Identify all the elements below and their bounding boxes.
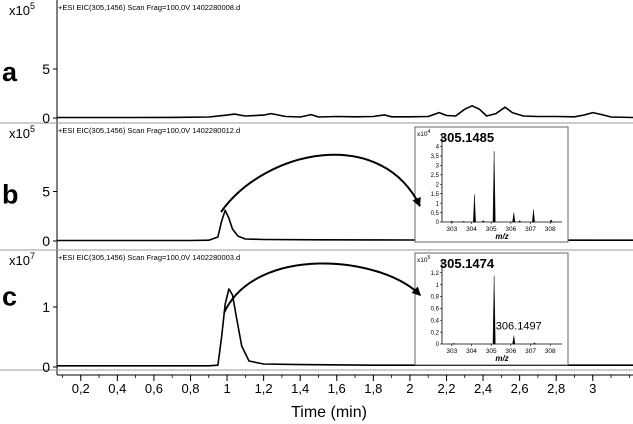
spectrum-peak xyxy=(518,220,522,223)
pointer-arrow xyxy=(223,262,421,314)
y-tick-label: 5 xyxy=(42,61,50,77)
x-tick-label: 2,6 xyxy=(511,381,529,396)
inset-y-tick-label: 3,5 xyxy=(431,154,440,160)
y-tick-label: 1 xyxy=(42,299,50,315)
spectrum-peak xyxy=(549,219,553,223)
inset-y-tick-label: 0,8 xyxy=(431,295,440,301)
eic-trace xyxy=(57,105,633,119)
inset-x-tick-label: 303 xyxy=(446,226,457,233)
inset-x-tick-label: 308 xyxy=(545,348,556,355)
inset-y-tick-label: 0,4 xyxy=(431,318,440,324)
inset-y-tick-label: 1 xyxy=(436,201,440,207)
x-tick-label: 1,6 xyxy=(328,381,346,396)
spectrum-peak xyxy=(532,342,537,345)
x-axis-title: Time (min) xyxy=(291,404,367,421)
spectrum-peak-label: 305.1485 xyxy=(440,130,494,145)
panel-header: +ESI EIC(305,1456) Scan Frag=100,0V 1402… xyxy=(58,126,240,135)
x-tick-label: 3 xyxy=(589,381,596,396)
x-tick-label: 0,2 xyxy=(72,381,90,396)
spectrum-peak xyxy=(450,220,454,223)
inset-x-tick-label: 307 xyxy=(525,226,536,233)
x-tick-label: 1,4 xyxy=(291,381,309,396)
panel-header: +ESI EIC(305,1456) Scan Frag=100,0V 1402… xyxy=(58,3,240,12)
panel-letter: c xyxy=(2,281,17,311)
inset-x-tick-label: 304 xyxy=(466,226,477,233)
mass-spectrum-inset: x104 0 0,5 1 1,5 2 2,5 3 3,5 4 303 304 305 306 307 308 m… xyxy=(414,126,569,243)
inset-y-tick-label: 2,5 xyxy=(431,173,440,179)
spectrum-peak xyxy=(461,221,466,223)
pointer-arrow xyxy=(220,153,421,213)
inset-x-tick-label: 308 xyxy=(545,226,556,233)
inset-x-tick-label: 307 xyxy=(525,348,536,355)
inset-y-exponent: x105 xyxy=(417,255,430,264)
y-tick-label: 5 xyxy=(42,184,50,200)
inset-frame xyxy=(414,252,569,366)
inset-y-tick-label: 0 xyxy=(436,342,440,348)
inset-y-tick-label: 1,5 xyxy=(431,192,440,198)
x-tick-label: 2,8 xyxy=(547,381,565,396)
panel-a: +ESI EIC(305,1456) Scan Frag=100,0V 1402… xyxy=(0,1,633,126)
inset-x-tick-label: 306 xyxy=(505,226,516,233)
x-tick-label: 1,2 xyxy=(255,381,273,396)
inset-y-tick-label: 0,6 xyxy=(431,307,440,313)
spectrum-peak-label: 305.1474 xyxy=(440,256,495,271)
x-tick-label: 0,6 xyxy=(145,381,163,396)
x-tick-label: 2,4 xyxy=(474,381,492,396)
inset-y-tick-label: 3 xyxy=(436,164,440,170)
spectrum-peak xyxy=(512,212,516,223)
inset-x-tick-label: 306 xyxy=(505,348,516,355)
panel-letter: b xyxy=(2,180,19,210)
inset-x-tick-label: 304 xyxy=(466,348,477,355)
panel-c: +ESI EIC(305,1456) Scan Frag=100,0V 1402… xyxy=(0,251,633,375)
inset-y-tick-label: 4 xyxy=(436,145,440,151)
x-axis: 0,2 0,4 0,6 0,8 1 1,2 1,4 1,6 1,8 2 2,2 2,4 2,6 2,8 3 T… xyxy=(57,374,633,421)
x-tick-label: 2 xyxy=(406,381,413,396)
x-tick-label: 2,2 xyxy=(437,381,455,396)
inset-y-tick-label: 0,5 xyxy=(431,211,440,217)
y-exponent-label: x107 xyxy=(9,251,35,268)
x-tick-label: 1 xyxy=(223,381,230,396)
x-tick-label: 1,8 xyxy=(364,381,382,396)
inset-x-label: m/z xyxy=(495,232,508,241)
y-exponent-label: x105 xyxy=(9,1,35,18)
spectrum-peak xyxy=(492,275,496,345)
pointer-arrowhead xyxy=(411,286,421,296)
inset-y-tick-label: 0,2 xyxy=(431,330,440,336)
y-tick-label: 0 xyxy=(42,110,50,126)
inset-y-tick-label: 1,2 xyxy=(431,271,440,277)
spectrum-peak xyxy=(512,335,516,345)
inset-y-tick-label: 0 xyxy=(436,220,440,226)
y-exponent-label: x105 xyxy=(9,124,35,141)
inset-y-tick-label: 1 xyxy=(436,283,440,289)
panel-b: +ESI EIC(305,1456) Scan Frag=100,0V 1402… xyxy=(0,124,633,251)
inset-x-label: m/z xyxy=(495,354,508,363)
mass-spectrum-inset: x105 0 0,2 0,4 0,6 0,8 1 1,2 303 304 305 306 307 308 m… xyxy=(414,252,569,366)
spectrum-peak xyxy=(492,151,496,223)
inset-x-tick-label: 305 xyxy=(486,226,497,233)
y-tick-label: 0 xyxy=(42,233,50,249)
spectrum-peak xyxy=(532,209,535,223)
x-tick-label: 0,8 xyxy=(181,381,199,396)
spectrum-peak xyxy=(473,194,476,223)
spectrum-peak xyxy=(481,220,485,223)
spectrum-peak xyxy=(452,343,456,345)
inset-x-tick-label: 303 xyxy=(446,348,457,355)
inset-y-exponent: x104 xyxy=(417,129,430,138)
x-tick-label: 0,4 xyxy=(108,381,126,396)
pointer-arrowhead xyxy=(412,196,421,207)
y-tick-label: 0 xyxy=(42,359,50,375)
panel-header: +ESI EIC(305,1456) Scan Frag=100,0V 1402… xyxy=(58,253,240,262)
inset-y-tick-label: 2 xyxy=(436,182,440,188)
inset-x-tick-label: 305 xyxy=(486,348,497,355)
panel-letter: a xyxy=(2,57,18,87)
spectrum-secondary-label: 306.1497 xyxy=(496,321,542,333)
